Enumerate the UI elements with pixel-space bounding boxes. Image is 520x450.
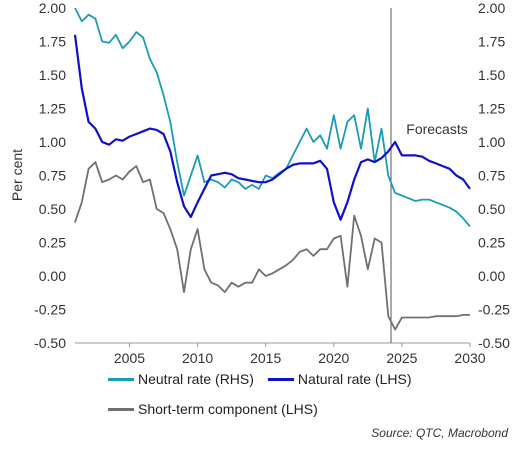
chart-canvas: Forecasts Per cent -0.50 -0.25 0.00 0.25 0.5…	[9, 0, 510, 366]
legend-label: Short-term component (LHS)	[138, 401, 318, 417]
legend-item-natural-rate: Natural rate (LHS)	[267, 371, 412, 387]
legend-swatch	[267, 377, 294, 381]
series-line-natural-rate	[73, 34, 471, 221]
left-y-tick-label: -0.50	[34, 335, 66, 351]
legend-swatch	[108, 377, 134, 381]
right-y-tick-label: 1.00	[478, 134, 505, 150]
forecast-annotation: Forecasts	[406, 121, 467, 137]
right-y-tick-label: 1.75	[478, 34, 505, 50]
legend-row: Neutral rate (RHS) Natural rate (LHS)	[108, 368, 468, 390]
right-y-tick-label: 0.75	[478, 168, 505, 184]
right-y-tick-label: 1.25	[478, 101, 505, 117]
right-y-tick-label: 2.00	[478, 0, 505, 16]
legend-item-short-term-component: Short-term component (LHS)	[108, 401, 318, 417]
right-y-tick-labels: -0.50 -0.25 0.00 0.25 0.50 0.75 1.00 1.25 1.50 1.…	[478, 0, 510, 351]
series-line-short-term-component	[74, 161, 470, 331]
legend: Neutral rate (RHS) Natural rate (LHS) Sh…	[108, 368, 468, 428]
right-y-tick-label: -0.25	[478, 302, 510, 318]
x-tick-label: 2020	[318, 350, 349, 366]
x-tick-label: 2015	[250, 350, 281, 366]
source-note: Source: QTC, Macrobond	[371, 426, 508, 440]
left-y-tick-label: 1.50	[39, 67, 66, 83]
legend-label: Neutral rate (RHS)	[138, 371, 254, 387]
legend-label: Natural rate (LHS)	[297, 371, 412, 387]
series-line-neutral-rate	[74, 7, 471, 227]
x-tick-label: 2005	[114, 350, 145, 366]
y-axis-label: Per cent	[9, 149, 25, 201]
legend-swatch	[108, 407, 134, 411]
series-lines	[73, 7, 471, 331]
right-y-tick-label: 1.50	[478, 67, 505, 83]
legend-item-neutral-rate: Neutral rate (RHS)	[108, 371, 254, 387]
right-y-tick-label: 0.25	[478, 235, 505, 251]
left-y-tick-label: 0.50	[39, 201, 66, 217]
left-y-tick-label: 1.25	[39, 101, 66, 117]
left-y-tick-label: 0.00	[39, 268, 66, 284]
right-y-tick-label: 0.00	[478, 268, 505, 284]
right-y-tick-label: 0.50	[478, 201, 505, 217]
x-tick-labels: 2005 2010 2015 2020 2025 2030	[114, 350, 486, 366]
axes	[75, 342, 471, 347]
left-y-tick-label: 0.25	[39, 235, 66, 251]
right-y-tick-label: -0.50	[478, 335, 510, 351]
left-y-tick-label: 0.75	[39, 168, 66, 184]
left-y-tick-labels: -0.50 -0.25 0.00 0.25 0.50 0.75 1.00 1.25 1.50 1.…	[34, 0, 66, 351]
x-tick-label: 2025	[386, 350, 417, 366]
left-y-tick-label: 2.00	[39, 0, 66, 16]
left-y-tick-label: -0.25	[34, 302, 66, 318]
left-y-tick-label: 1.75	[39, 34, 66, 50]
x-tick-label: 2030	[454, 350, 485, 366]
x-tick-label: 2010	[182, 350, 213, 366]
left-y-tick-label: 1.00	[39, 134, 66, 150]
legend-row: Short-term component (LHS)	[108, 398, 468, 420]
